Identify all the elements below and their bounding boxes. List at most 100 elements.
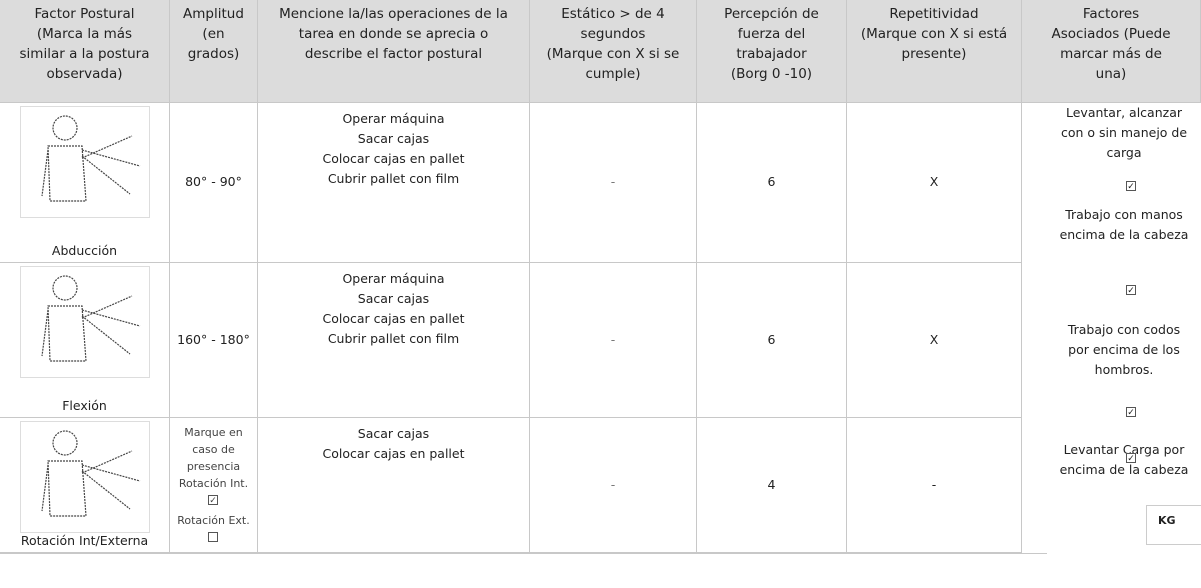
operation: Colocar cajas en pallet <box>322 151 465 166</box>
repetition-value: X <box>929 331 939 347</box>
operation: Operar máquina <box>342 111 445 126</box>
amplitude-text: caso de <box>192 443 235 456</box>
operations: Operar máquina Sacar cajas Colocar cajas e… <box>258 269 529 349</box>
header-text: Repetitividad <box>889 6 979 22</box>
amplitude-text: Marque en <box>184 426 243 439</box>
header-text: tarea en donde se aprecia o <box>298 26 489 42</box>
header-text: (Borg 0 -10) <box>730 66 813 82</box>
associated-text: encima de la cabeza <box>1059 462 1189 477</box>
header-text: trabajador <box>736 46 807 62</box>
operation: Sacar cajas <box>357 131 430 146</box>
header-cell: Estático > de 4 segundos (Marque con X si … <box>530 0 697 103</box>
associated-text: Trabajo con manos <box>1065 207 1183 222</box>
factor-label: Flexión <box>62 398 107 413</box>
header-text: Estático > de 4 <box>561 6 665 22</box>
table-cell: Sacar cajas Colocar cajas en pallet <box>258 418 530 553</box>
table-cell: - <box>847 418 1022 553</box>
header-text: Amplitud <box>183 6 244 22</box>
operation: Colocar cajas en pallet <box>322 446 465 461</box>
header-text: Mencione la/las operaciones de la <box>279 6 508 22</box>
header-text: Percepción de <box>724 6 819 22</box>
associated-text: encima de la cabeza <box>1059 227 1189 242</box>
header-text: fuerza del <box>737 26 806 42</box>
repetition-value: - <box>931 476 937 492</box>
header-cell: Factor Postural (Marca la más similar a la… <box>0 0 170 103</box>
table-cell: 160° - 180° <box>170 263 258 418</box>
operations: Sacar cajas Colocar cajas en pallet <box>258 424 529 464</box>
header-text: (Marca la más <box>36 26 133 42</box>
table-cell: Operar máquina Sacar cajas Colocar cajas e… <box>258 263 530 418</box>
static-value: - <box>610 476 616 492</box>
associated-factor: Trabajo con manos encima de la cabeza <box>1047 205 1201 245</box>
associated-text: Levantar Carga por <box>1063 442 1185 457</box>
checkbox: ✓ <box>208 495 218 506</box>
posture-figure <box>20 421 150 533</box>
header-text: (Marque con X si se <box>546 46 680 62</box>
header-text: Factor Postural <box>34 6 135 22</box>
checkbox: ✓ <box>1126 285 1136 296</box>
table-cell: Rotación Int/Externa <box>0 418 170 553</box>
header-text: (Marque con X si está <box>860 26 1008 42</box>
associated-factor: Levantar, alcanzar con o sin manejo de car… <box>1047 103 1201 163</box>
static-value: - <box>610 174 616 189</box>
checkbox-wrap: ✓ <box>170 492 257 512</box>
header-text: presente) <box>901 46 967 62</box>
force-value: 6 <box>767 331 776 347</box>
posture-figure <box>20 106 150 218</box>
associated-text: por encima de los <box>1068 342 1180 357</box>
amplitude: 80° - 90° <box>185 174 242 189</box>
table-cell: 6 <box>697 103 847 263</box>
amplitude-text: presencia <box>186 460 241 473</box>
factor-label: Rotación Int/Externa <box>20 533 149 548</box>
factor-label: Abducción <box>51 243 118 258</box>
header-text: Factores <box>1082 6 1140 22</box>
checkbox <box>208 532 218 542</box>
header-cell: Percepción de fuerza del trabajador (Borg 0… <box>697 0 847 103</box>
table-cell: 6 <box>697 263 847 418</box>
header-cell: Amplitud (en grados) <box>170 0 258 103</box>
header-text: una) <box>1095 66 1127 82</box>
operation: Sacar cajas <box>357 426 430 441</box>
associated-text: carga <box>1106 145 1142 160</box>
operation: Sacar cajas <box>357 291 430 306</box>
posture-figure <box>20 266 150 378</box>
force-value: 6 <box>767 174 776 189</box>
operation: Cubrir pallet con film <box>327 331 460 346</box>
operation: Cubrir pallet con film <box>327 171 460 186</box>
table-cell: - <box>530 263 697 418</box>
header-text: Asociados (Puede <box>1051 26 1171 42</box>
header-text: describe el factor postural <box>304 46 483 62</box>
amplitude: 160° - 180° <box>177 331 250 347</box>
associated-text: Trabajo con codos <box>1067 322 1181 337</box>
associated-text: Levantar, alcanzar <box>1065 105 1182 120</box>
table-cell: Flexión <box>0 263 170 418</box>
table-border <box>0 553 1047 554</box>
associated-text: con o sin manejo de <box>1060 125 1188 140</box>
header-text: observada) <box>46 66 123 82</box>
header-text: similar a la postura <box>19 46 150 62</box>
weight-box <box>1146 505 1201 545</box>
amplitude-text: Rotación Ext. <box>177 514 250 527</box>
repetition-value: X <box>929 174 939 189</box>
table-cell: X <box>847 263 1022 418</box>
table-cell: X <box>847 103 1022 263</box>
table-cell: 4 <box>697 418 847 553</box>
amplitude-text: Rotación Int. <box>178 477 249 490</box>
table-cell: Marque en caso de presencia Rotación Int. ✓ R… <box>170 418 258 553</box>
operation: Operar máquina <box>342 271 445 286</box>
header-text: grados) <box>187 46 240 62</box>
header-text: (en <box>202 26 225 42</box>
amplitude-options: Marque en caso de presencia Rotación Int. ✓ R… <box>170 424 257 549</box>
weight-label: KG <box>1158 514 1176 527</box>
force-value: 4 <box>767 476 776 492</box>
table-cell: 80° - 90° <box>170 103 258 263</box>
associated-factor: Levantar Carga por encima de la cabeza <box>1047 440 1201 480</box>
checkbox: ✓ <box>1126 181 1136 192</box>
checkbox: ✓ <box>1126 407 1136 418</box>
associated-text: hombros. <box>1094 362 1154 377</box>
table-cell: - <box>530 103 697 263</box>
header-cell: Repetitividad (Marque con X si está presen… <box>847 0 1022 103</box>
header-text: cumple) <box>585 66 641 82</box>
operation: Colocar cajas en pallet <box>322 311 465 326</box>
